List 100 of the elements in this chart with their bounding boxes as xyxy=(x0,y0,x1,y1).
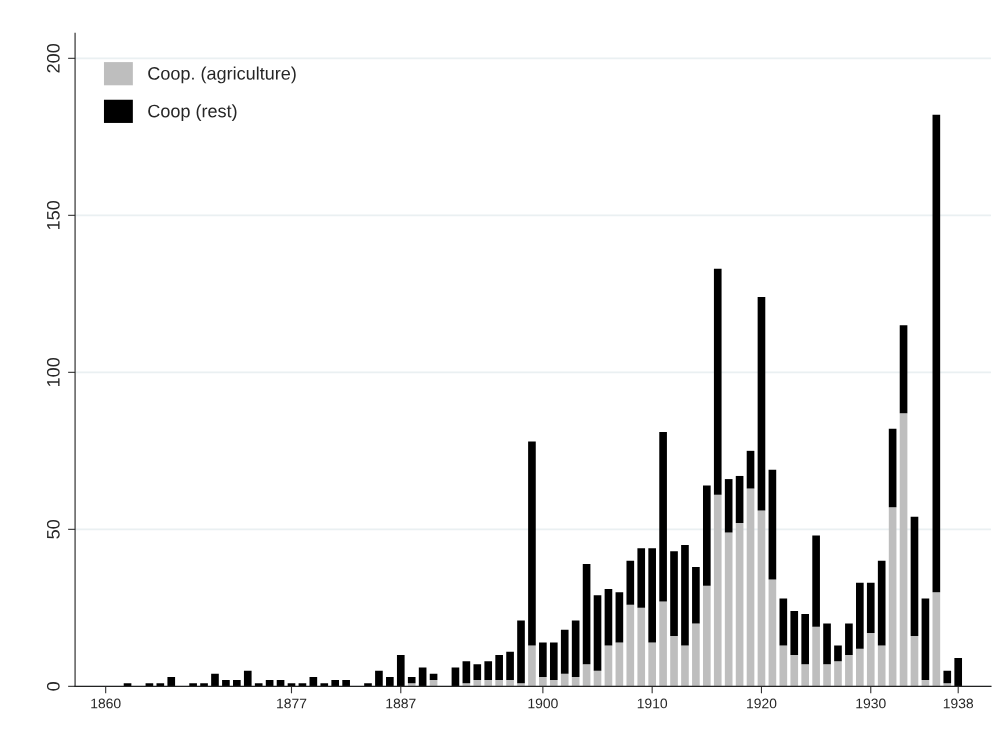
x-tick-label: 1938 xyxy=(943,698,974,709)
bar xyxy=(899,325,908,414)
bar xyxy=(757,510,766,687)
legend-label: Coop (rest) xyxy=(148,104,237,122)
bar xyxy=(845,654,853,687)
bar xyxy=(517,683,525,687)
bar xyxy=(615,592,624,643)
bar xyxy=(801,614,810,665)
bar xyxy=(506,651,514,681)
y-tick-label: 50 xyxy=(46,520,60,539)
bar xyxy=(604,589,613,646)
bar xyxy=(713,268,722,495)
bar xyxy=(571,620,580,677)
bar xyxy=(233,680,241,687)
bar xyxy=(702,485,711,586)
bar xyxy=(582,664,591,687)
bar xyxy=(888,428,897,508)
bar xyxy=(768,579,777,687)
bar xyxy=(692,623,700,687)
bar xyxy=(462,661,471,684)
bar xyxy=(856,648,864,687)
x-tick-label: 1910 xyxy=(637,698,668,709)
bar xyxy=(834,645,842,662)
bar xyxy=(495,680,503,687)
bar xyxy=(539,642,547,677)
bar xyxy=(659,601,667,687)
bar xyxy=(396,654,405,687)
y-tick-label: 150 xyxy=(46,200,60,230)
bar xyxy=(724,479,733,533)
bar xyxy=(877,645,886,687)
bar xyxy=(342,680,350,687)
bar xyxy=(932,592,941,687)
bar xyxy=(626,560,635,605)
bar xyxy=(790,610,799,655)
bar xyxy=(484,680,493,687)
bar xyxy=(779,645,788,687)
bar xyxy=(375,670,383,687)
bar xyxy=(528,645,536,687)
bar xyxy=(637,548,646,608)
bar xyxy=(560,673,569,687)
legend-label: Coop. (agriculture) xyxy=(148,66,296,84)
bar xyxy=(910,516,919,637)
bar xyxy=(670,636,678,687)
bar xyxy=(243,670,252,687)
bar xyxy=(954,658,963,687)
bar xyxy=(167,676,176,687)
x-tick-label: 1920 xyxy=(747,698,777,709)
bar xyxy=(823,623,831,665)
bar xyxy=(615,642,624,687)
bar xyxy=(200,683,208,687)
bar xyxy=(189,683,197,687)
bar xyxy=(222,680,230,687)
bar xyxy=(451,667,460,687)
bar xyxy=(254,683,263,687)
bar xyxy=(856,582,864,649)
bar xyxy=(364,683,372,687)
bar xyxy=(713,494,722,687)
bar xyxy=(582,563,591,665)
bar xyxy=(593,595,602,671)
bar xyxy=(626,604,635,687)
bar xyxy=(757,296,766,511)
bar xyxy=(604,645,613,687)
bar xyxy=(910,636,919,687)
bar xyxy=(779,598,788,646)
bar xyxy=(735,523,744,687)
x-tick-label: 1900 xyxy=(528,698,558,709)
bar xyxy=(539,676,547,687)
bar xyxy=(735,475,744,524)
bar xyxy=(932,114,941,593)
bar xyxy=(724,532,733,687)
bar xyxy=(407,676,416,684)
bar xyxy=(473,680,482,687)
bar xyxy=(746,488,755,687)
y-tick-label: 100 xyxy=(46,357,60,387)
bar xyxy=(801,664,810,687)
bar xyxy=(943,670,952,684)
bar xyxy=(331,680,340,687)
x-tick-label: 1877 xyxy=(277,698,307,709)
bar xyxy=(670,551,678,637)
bar xyxy=(473,664,482,681)
bar xyxy=(812,626,820,687)
bar xyxy=(812,535,820,627)
bar xyxy=(877,560,886,646)
bar xyxy=(823,664,831,687)
bar xyxy=(681,645,689,687)
bar xyxy=(549,642,558,681)
bar xyxy=(768,469,777,580)
bar xyxy=(386,676,394,687)
bar xyxy=(648,548,656,643)
bar xyxy=(506,680,514,687)
bar xyxy=(866,582,875,633)
bar xyxy=(845,623,853,655)
bar xyxy=(866,632,875,687)
bar xyxy=(899,413,908,687)
bar xyxy=(702,585,711,687)
bar xyxy=(560,629,569,674)
bar xyxy=(211,673,219,687)
bar xyxy=(418,667,427,687)
bar xyxy=(790,654,799,687)
bar xyxy=(517,620,525,684)
